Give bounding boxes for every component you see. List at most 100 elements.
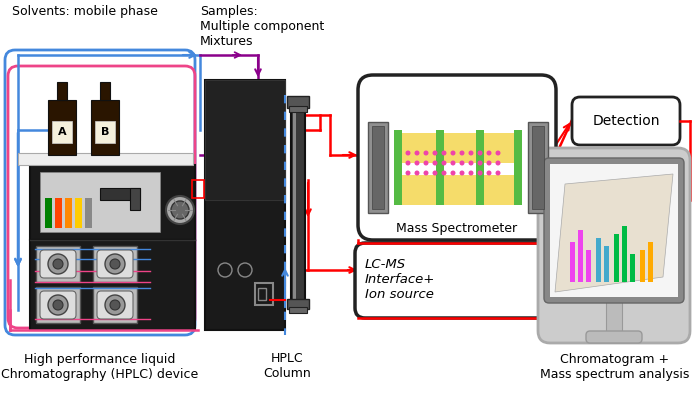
Text: Detection: Detection — [592, 114, 659, 128]
FancyBboxPatch shape — [40, 291, 76, 319]
Bar — [205, 80, 285, 200]
Circle shape — [486, 151, 491, 156]
Bar — [205, 80, 285, 330]
Bar — [570, 242, 575, 282]
Circle shape — [166, 196, 194, 224]
Bar — [75, 198, 82, 228]
Bar — [287, 299, 309, 309]
Circle shape — [414, 171, 419, 175]
Bar — [48, 100, 76, 155]
Bar — [640, 250, 645, 282]
Circle shape — [424, 160, 428, 165]
Bar — [532, 126, 544, 209]
Bar — [550, 164, 678, 297]
Bar — [586, 250, 591, 282]
Bar — [622, 226, 627, 282]
Text: Samples:
Multiple component
Mixtures: Samples: Multiple component Mixtures — [200, 5, 324, 48]
Bar — [85, 198, 92, 228]
Bar — [130, 188, 140, 210]
Bar — [36, 287, 80, 323]
Circle shape — [468, 171, 473, 175]
Text: B: B — [101, 127, 109, 137]
FancyBboxPatch shape — [572, 97, 680, 145]
Text: LC-MS
Interface+
Ion source: LC-MS Interface+ Ion source — [365, 258, 435, 301]
FancyBboxPatch shape — [97, 291, 133, 319]
FancyBboxPatch shape — [97, 250, 133, 278]
Circle shape — [433, 171, 438, 175]
Bar — [100, 82, 110, 100]
Circle shape — [451, 151, 456, 156]
Bar — [368, 122, 388, 213]
Circle shape — [105, 254, 125, 274]
Circle shape — [48, 295, 68, 315]
Circle shape — [496, 151, 500, 156]
Circle shape — [451, 171, 456, 175]
Circle shape — [171, 201, 189, 219]
Circle shape — [459, 151, 465, 156]
Bar — [192, 180, 204, 198]
Circle shape — [459, 160, 465, 165]
Bar — [65, 198, 72, 228]
Bar — [45, 198, 52, 228]
Text: High performance liquid
Chromatography (HPLC) device: High performance liquid Chromatography (… — [1, 353, 199, 381]
Bar — [57, 82, 67, 100]
Circle shape — [48, 254, 68, 274]
Text: Mass Spectrometer: Mass Spectrometer — [396, 221, 517, 234]
Bar — [289, 106, 307, 112]
Circle shape — [477, 160, 482, 165]
Circle shape — [451, 160, 456, 165]
Bar — [18, 153, 193, 165]
Circle shape — [468, 160, 473, 165]
Bar — [52, 121, 72, 143]
Circle shape — [442, 171, 447, 175]
Bar — [614, 234, 619, 282]
Circle shape — [496, 160, 500, 165]
Circle shape — [405, 151, 410, 156]
Bar — [100, 188, 140, 200]
Circle shape — [105, 295, 125, 315]
Circle shape — [442, 151, 447, 156]
Bar — [91, 100, 119, 155]
Bar — [528, 122, 548, 213]
FancyBboxPatch shape — [355, 243, 550, 318]
Circle shape — [459, 171, 465, 175]
Circle shape — [486, 171, 491, 175]
Circle shape — [424, 171, 428, 175]
Bar — [578, 230, 583, 282]
Circle shape — [433, 151, 438, 156]
Bar — [55, 198, 62, 228]
Polygon shape — [555, 174, 673, 292]
Circle shape — [53, 259, 63, 269]
Bar — [396, 175, 518, 205]
Circle shape — [414, 151, 419, 156]
Bar — [648, 242, 653, 282]
Bar — [394, 130, 402, 205]
Circle shape — [414, 160, 419, 165]
Bar — [372, 126, 384, 209]
Text: Solvents: mobile phase: Solvents: mobile phase — [12, 5, 158, 18]
Circle shape — [53, 300, 63, 310]
Bar — [287, 96, 309, 108]
FancyBboxPatch shape — [40, 250, 76, 278]
Circle shape — [110, 300, 120, 310]
Bar — [604, 246, 609, 282]
Bar — [606, 301, 622, 335]
Bar — [396, 132, 518, 162]
Text: HPLC
Column: HPLC Column — [263, 352, 311, 380]
Bar — [436, 130, 444, 205]
Circle shape — [477, 151, 482, 156]
Circle shape — [405, 160, 410, 165]
Bar — [514, 130, 522, 205]
FancyBboxPatch shape — [538, 148, 690, 343]
Circle shape — [110, 259, 120, 269]
Bar — [95, 121, 115, 143]
Bar — [36, 246, 80, 282]
Text: A: A — [57, 127, 66, 137]
Bar — [596, 238, 601, 282]
Bar — [30, 240, 195, 330]
Circle shape — [477, 171, 482, 175]
Circle shape — [424, 151, 428, 156]
FancyBboxPatch shape — [544, 158, 684, 303]
Bar — [40, 172, 160, 232]
Circle shape — [486, 160, 491, 165]
